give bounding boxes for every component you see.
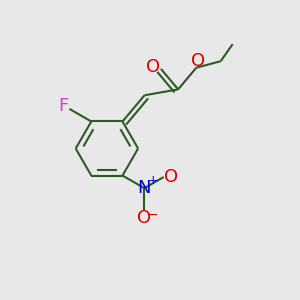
Text: +: + bbox=[147, 174, 158, 187]
Text: O: O bbox=[137, 209, 152, 227]
Text: O: O bbox=[191, 52, 205, 70]
Text: N: N bbox=[138, 178, 151, 196]
Text: −: − bbox=[148, 209, 158, 222]
Text: O: O bbox=[146, 58, 161, 76]
Text: O: O bbox=[164, 168, 178, 186]
Text: F: F bbox=[58, 98, 68, 116]
